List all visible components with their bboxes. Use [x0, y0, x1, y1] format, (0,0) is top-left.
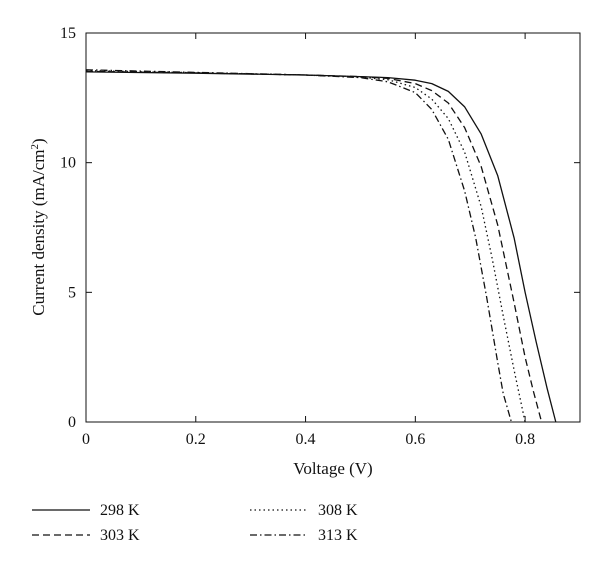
- y-tick-label: 15: [60, 25, 76, 42]
- legend: 298 K 303 K 308 K 313 K: [32, 502, 358, 544]
- x-tick-label: 0.8: [515, 431, 535, 448]
- y-tick-label: 5: [68, 284, 76, 301]
- x-axis-ticks: 0 0.2 0.4 0.6 0.8: [82, 33, 535, 448]
- x-axis-label: Voltage (V): [293, 459, 372, 478]
- x-tick-label: 0: [82, 431, 90, 448]
- legend-label: 303 K: [100, 527, 140, 544]
- y-tick-label: 0: [68, 414, 76, 431]
- series-line-298k: [85, 71, 557, 423]
- legend-label: 313 K: [318, 527, 358, 544]
- x-tick-label: 0.2: [186, 431, 206, 448]
- legend-label: 308 K: [318, 502, 358, 519]
- y-tick-label: 10: [60, 155, 76, 172]
- x-tick-label: 0.6: [405, 431, 425, 448]
- legend-label: 298 K: [100, 502, 140, 519]
- series-line-313k: [85, 69, 513, 423]
- y-axis-ticks: 0 5 10 15: [60, 25, 580, 431]
- series-line-303k: [85, 70, 543, 423]
- series-line-308k: [85, 69, 526, 423]
- y-axis-label: Current density (mA/cm2): [29, 138, 48, 315]
- x-tick-label: 0.4: [296, 431, 316, 448]
- plot-frame: [85, 32, 581, 423]
- series-lines: [85, 69, 557, 423]
